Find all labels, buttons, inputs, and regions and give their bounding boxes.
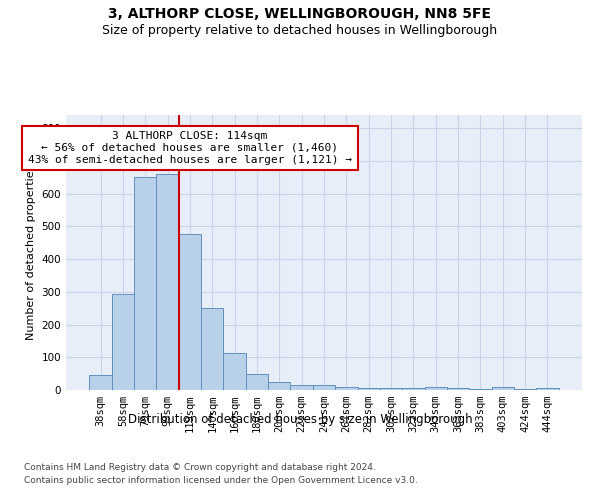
Text: Size of property relative to detached houses in Wellingborough: Size of property relative to detached ho…: [103, 24, 497, 37]
Bar: [313, 385, 335, 390]
Bar: [268, 382, 290, 390]
Bar: [402, 388, 425, 390]
Bar: [290, 386, 313, 390]
Text: 3, ALTHORP CLOSE, WELLINGBOROUGH, NN8 5FE: 3, ALTHORP CLOSE, WELLINGBOROUGH, NN8 5F…: [109, 8, 491, 22]
Bar: [201, 308, 223, 390]
Bar: [469, 389, 491, 390]
Bar: [425, 386, 447, 390]
Bar: [246, 374, 268, 390]
Bar: [112, 294, 134, 390]
Text: Contains HM Land Registry data © Crown copyright and database right 2024.: Contains HM Land Registry data © Crown c…: [24, 462, 376, 471]
Text: 3 ALTHORP CLOSE: 114sqm
← 56% of detached houses are smaller (1,460)
43% of semi: 3 ALTHORP CLOSE: 114sqm ← 56% of detache…: [28, 132, 352, 164]
Bar: [536, 388, 559, 390]
Bar: [447, 388, 469, 390]
Bar: [134, 177, 157, 390]
Bar: [335, 386, 358, 390]
Bar: [179, 234, 201, 390]
Bar: [358, 388, 380, 390]
Y-axis label: Number of detached properties: Number of detached properties: [26, 165, 36, 340]
Bar: [89, 376, 112, 390]
Bar: [491, 386, 514, 390]
Text: Contains public sector information licensed under the Open Government Licence v3: Contains public sector information licen…: [24, 476, 418, 485]
Text: Distribution of detached houses by size in Wellingborough: Distribution of detached houses by size …: [128, 412, 472, 426]
Bar: [157, 174, 179, 390]
Bar: [223, 352, 246, 390]
Bar: [514, 389, 536, 390]
Bar: [380, 388, 402, 390]
